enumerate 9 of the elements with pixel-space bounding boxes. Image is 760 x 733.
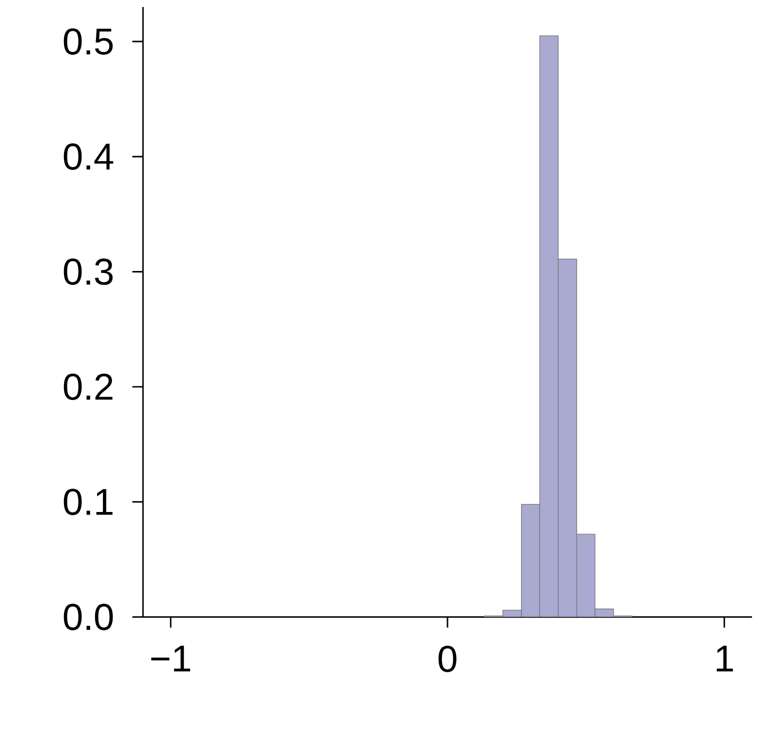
y-tick-label: 0.1	[64, 488, 112, 516]
x-tick-label: 0	[438, 646, 456, 672]
y-tick-label: 0.4	[64, 143, 114, 170]
y-tick-label: 0.2	[64, 374, 112, 400]
y-tick-label: 0.3	[64, 258, 113, 285]
x-tick-label: 1	[716, 646, 733, 672]
x-tick-label: −1	[151, 646, 190, 672]
y-tick-label: 0.0	[64, 604, 113, 630]
y-tick-label: 0.5	[64, 28, 113, 55]
